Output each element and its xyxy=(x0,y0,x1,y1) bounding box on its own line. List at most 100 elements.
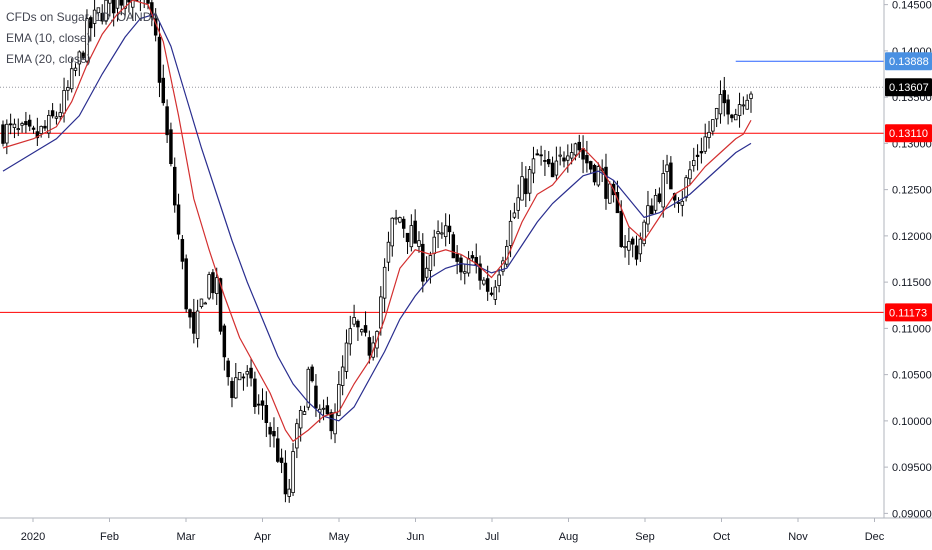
candle[interactable] xyxy=(749,91,753,113)
candle[interactable] xyxy=(539,145,543,166)
candle[interactable] xyxy=(276,426,280,463)
candle[interactable] xyxy=(359,328,364,336)
candle[interactable] xyxy=(176,193,181,240)
candle[interactable] xyxy=(157,22,162,98)
candle[interactable] xyxy=(482,277,486,286)
candle[interactable] xyxy=(104,0,108,25)
candle[interactable] xyxy=(237,372,242,381)
candle[interactable] xyxy=(169,122,173,167)
candle[interactable] xyxy=(249,358,253,387)
price-axis[interactable]: 0.145000.140000.135000.130000.125000.120… xyxy=(884,0,932,520)
candle[interactable] xyxy=(692,147,696,172)
candle[interactable] xyxy=(180,235,185,270)
candle[interactable] xyxy=(401,216,406,238)
candle[interactable] xyxy=(695,144,700,171)
candle[interactable] xyxy=(588,160,593,174)
candle[interactable] xyxy=(718,80,723,124)
candle[interactable] xyxy=(337,371,341,417)
candle[interactable] xyxy=(24,111,28,134)
candle[interactable] xyxy=(348,315,353,356)
candle[interactable] xyxy=(531,146,536,184)
candle[interactable] xyxy=(711,119,715,136)
candle[interactable] xyxy=(497,268,501,293)
candle[interactable] xyxy=(47,109,51,139)
candle[interactable] xyxy=(745,94,749,110)
candle[interactable] xyxy=(447,214,452,244)
candle[interactable] xyxy=(527,166,532,202)
candle[interactable] xyxy=(43,120,47,131)
candle[interactable] xyxy=(352,304,356,327)
candle[interactable] xyxy=(436,220,440,249)
candle[interactable] xyxy=(302,405,307,415)
candle[interactable] xyxy=(699,137,704,164)
candle[interactable] xyxy=(642,219,646,247)
candle[interactable] xyxy=(226,357,230,386)
candle[interactable] xyxy=(627,227,631,265)
candle[interactable] xyxy=(234,362,238,399)
candle[interactable] xyxy=(115,0,120,22)
candle[interactable] xyxy=(20,121,24,133)
candle[interactable] xyxy=(661,159,665,218)
candle[interactable] xyxy=(703,123,707,154)
candle[interactable] xyxy=(188,308,192,329)
candle[interactable] xyxy=(54,111,59,125)
candle[interactable] xyxy=(493,280,498,305)
candle[interactable] xyxy=(585,140,589,173)
candle[interactable] xyxy=(569,143,574,165)
candle[interactable] xyxy=(85,9,89,64)
candle[interactable] xyxy=(650,198,654,215)
candle[interactable] xyxy=(222,323,227,371)
candle[interactable] xyxy=(524,166,528,207)
candle[interactable] xyxy=(443,213,448,247)
candle[interactable] xyxy=(195,299,200,348)
candle[interactable] xyxy=(405,232,410,255)
candle[interactable] xyxy=(657,187,662,204)
candle[interactable] xyxy=(96,7,101,17)
candle[interactable] xyxy=(203,301,208,305)
candle[interactable] xyxy=(325,396,330,416)
candle[interactable] xyxy=(463,263,467,285)
candle[interactable] xyxy=(543,149,547,176)
candle[interactable] xyxy=(455,245,459,275)
candle[interactable] xyxy=(279,448,284,474)
candle[interactable] xyxy=(440,222,444,239)
candle[interactable] xyxy=(546,151,551,168)
candle[interactable] xyxy=(634,235,639,266)
candle[interactable] xyxy=(733,108,738,121)
candle[interactable] xyxy=(283,450,288,503)
candle[interactable] xyxy=(623,234,627,258)
candle[interactable] xyxy=(111,0,116,27)
candle[interactable] xyxy=(653,188,658,214)
candle[interactable] xyxy=(367,330,372,364)
candle[interactable] xyxy=(66,80,70,101)
candle[interactable] xyxy=(730,113,734,123)
candle[interactable] xyxy=(562,151,566,168)
candle[interactable] xyxy=(676,197,681,213)
candle[interactable] xyxy=(272,417,276,448)
candle[interactable] xyxy=(207,271,211,301)
candle[interactable] xyxy=(192,298,196,344)
candle[interactable] xyxy=(256,394,261,415)
candle[interactable] xyxy=(139,0,142,12)
candle[interactable] xyxy=(253,371,257,414)
candle[interactable] xyxy=(165,99,169,143)
candle[interactable] xyxy=(344,329,349,379)
candle[interactable] xyxy=(741,96,746,115)
candle[interactable] xyxy=(382,258,387,313)
candle[interactable] xyxy=(554,146,559,180)
candle[interactable] xyxy=(421,233,425,293)
candle[interactable] xyxy=(722,76,727,117)
candle[interactable] xyxy=(489,287,494,297)
candle[interactable] xyxy=(413,209,417,244)
candle[interactable] xyxy=(398,216,402,224)
candle[interactable] xyxy=(5,119,9,155)
candle[interactable] xyxy=(268,422,272,448)
candle[interactable] xyxy=(409,214,414,252)
candle[interactable] xyxy=(535,149,540,156)
candle[interactable] xyxy=(260,388,265,420)
candle[interactable] xyxy=(287,478,291,503)
candle[interactable] xyxy=(146,0,150,10)
candle[interactable] xyxy=(478,255,482,290)
candle[interactable] xyxy=(172,157,177,213)
